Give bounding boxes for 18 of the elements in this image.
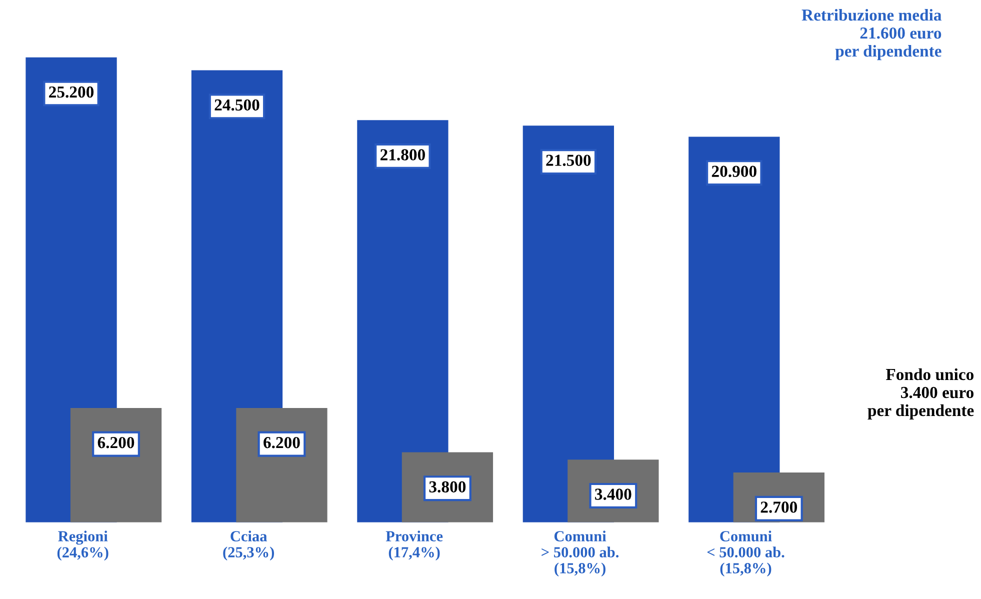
x-tick-label: Regioni (24,6%) xyxy=(57,530,108,561)
x-tick-label: Comuni < 50.000 ab. (15,8%) xyxy=(707,530,784,576)
data-label: 21.800 xyxy=(380,149,425,160)
bar xyxy=(236,408,328,522)
data-label: 25.200 xyxy=(49,86,94,98)
data-label: 3.800 xyxy=(429,481,466,493)
data-label: 6.200 xyxy=(98,436,134,448)
annotation: Retribuzione media 21.600 euro per dipendente xyxy=(802,8,942,60)
data-label: 3.400 xyxy=(595,488,632,500)
text: Fondo unico 3.400 euro per dipendente xyxy=(868,368,974,420)
data-label: 20.900 xyxy=(712,166,756,178)
x-tick-label: Province (17,4%) xyxy=(386,530,443,560)
data-label: 6.200 xyxy=(264,436,300,448)
data-label: 24.500 xyxy=(214,99,260,111)
x-tick-label: Cciaa (25,3%) xyxy=(223,530,274,560)
data-label: 21.500 xyxy=(546,154,591,166)
data-label: 2.700 xyxy=(760,502,798,513)
x-tick-label: Comuni > 50.000 ab. (15,8%) xyxy=(542,530,619,576)
